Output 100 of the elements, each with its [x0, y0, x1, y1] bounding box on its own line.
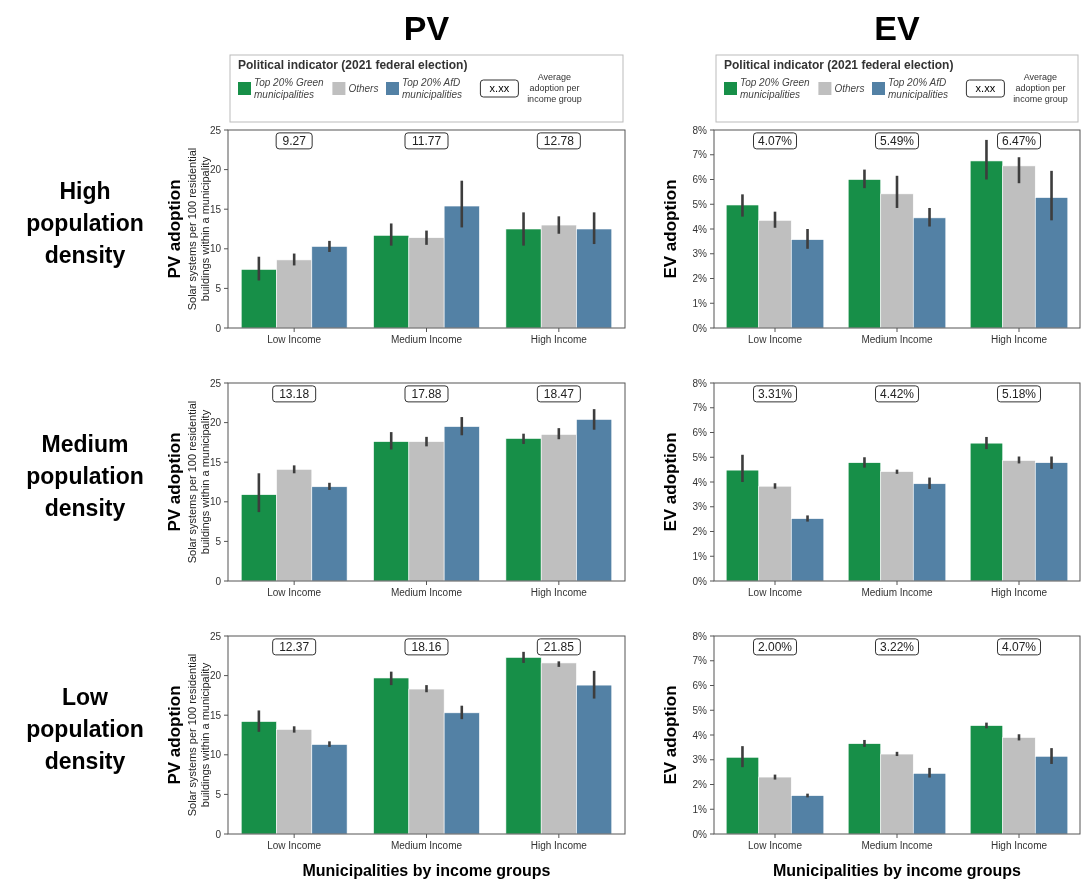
legend-label: Others: [348, 82, 379, 94]
x-axis-title: Municipalities by income groups: [302, 862, 551, 879]
x-tick-label: High Income: [990, 334, 1048, 345]
legend-title: Political indicator (2021 federal election): [238, 58, 468, 72]
annotation: 11.77: [411, 134, 442, 149]
chart-title: PV: [403, 9, 450, 47]
x-tick-label: High Income: [530, 334, 588, 345]
legend-label: Top 20% AfD municipalities: [888, 76, 949, 100]
y-tick-label: 3%: [692, 248, 708, 260]
y-tick-label: 25: [209, 377, 222, 389]
y-tick-label: 15: [209, 203, 222, 215]
y-tick-label: 25: [209, 124, 222, 136]
y-tick-label: 3%: [692, 501, 708, 513]
y-tick-label: 6%: [692, 174, 708, 185]
y-tick-label: 8%: [692, 630, 708, 642]
x-tick-label: Low Income: [267, 587, 322, 598]
annotation: 4.42%: [879, 387, 915, 402]
y-tick-label: 1%: [692, 803, 708, 815]
x-tick-label: Medium Income: [390, 334, 463, 345]
y-tick-label: 5: [215, 282, 222, 294]
y-tick-label: 4%: [692, 223, 708, 235]
x-tick-label: Medium Income: [861, 840, 934, 851]
annotation: 18.47: [543, 387, 575, 402]
y-axis-title: PV adoption Solar systems per 100 residential buildings within a municipality: [165, 653, 211, 817]
legend-label: Top 20% Green municipalities: [254, 76, 325, 100]
y-tick-label: 10: [209, 496, 222, 508]
y-tick-label: 5%: [692, 451, 708, 463]
y-tick-label: 5: [215, 535, 222, 547]
y-axis-title: EV adoption: [661, 432, 680, 532]
y-tick-label: 2%: [692, 526, 708, 537]
y-tick-label: 1%: [692, 550, 708, 562]
y-tick-label: 8%: [692, 377, 708, 389]
annotation: 6.47%: [1001, 134, 1037, 149]
x-tick-label: High Income: [990, 587, 1048, 598]
y-axis-title: EV adoption: [661, 179, 680, 279]
text: x.xx: [489, 82, 510, 95]
y-tick-label: 6%: [692, 680, 708, 691]
legend-label: Top 20% Green municipalities: [740, 76, 811, 100]
y-tick-label: 7%: [692, 402, 708, 414]
y-tick-label: 5%: [692, 704, 708, 716]
annotation: 5.49%: [879, 134, 915, 149]
x-tick-label: High Income: [990, 840, 1048, 851]
y-tick-label: 15: [209, 709, 222, 721]
legend-label: Others: [834, 82, 865, 94]
annotation: 3.31%: [757, 387, 793, 402]
y-tick-label: 0: [215, 322, 222, 334]
y-tick-label: 0%: [692, 322, 708, 334]
x-tick-label: Medium Income: [390, 840, 463, 851]
annotation: 5.18%: [1001, 387, 1037, 402]
y-axis-title: PV adoption Solar systems per 100 residential buildings within a municipality: [165, 147, 211, 311]
text: Average adoption per income group: [1013, 72, 1068, 104]
annotation: 12.37: [279, 640, 310, 655]
text: x.xx: [975, 82, 996, 95]
y-tick-label: 0%: [692, 828, 708, 840]
annotation: 21.85: [543, 640, 575, 655]
y-tick-label: 5%: [692, 198, 708, 210]
y-tick-label: 4%: [692, 729, 708, 741]
y-tick-label: 6%: [692, 427, 708, 438]
y-tick-label: 0%: [692, 575, 708, 587]
x-axis-title: Municipalities by income groups: [772, 862, 1022, 879]
y-axis-title: PV adoption Solar systems per 100 residential buildings within a municipality: [165, 400, 211, 564]
x-tick-label: Low Income: [748, 840, 803, 851]
y-tick-label: 5: [215, 788, 222, 800]
annotation: 18.16: [411, 640, 442, 655]
legend-label: Top 20% AfD municipalities: [402, 76, 463, 100]
y-tick-label: 20: [209, 164, 222, 176]
text: Medium population density: [26, 431, 144, 521]
y-tick-label: 10: [209, 243, 222, 255]
x-tick-label: Low Income: [267, 334, 322, 345]
text: Low population density: [26, 684, 144, 774]
x-tick-label: High Income: [530, 840, 588, 851]
x-tick-label: Low Income: [748, 587, 803, 598]
y-axis-title: EV adoption: [661, 685, 680, 785]
text: High population density: [26, 178, 144, 268]
x-tick-label: Medium Income: [390, 587, 463, 598]
annotation: 4.07%: [757, 134, 793, 149]
y-tick-label: 0: [215, 828, 222, 840]
annotation: 4.07%: [1001, 640, 1037, 655]
y-tick-label: 25: [209, 630, 222, 642]
annotation: 13.18: [279, 387, 310, 402]
y-tick-label: 1%: [692, 297, 708, 309]
y-tick-label: 10: [209, 749, 222, 761]
y-tick-label: 2%: [692, 273, 708, 284]
y-tick-label: 3%: [692, 754, 708, 766]
x-tick-label: Low Income: [748, 334, 803, 345]
text: Average adoption per income group: [527, 72, 582, 104]
y-tick-label: 7%: [692, 149, 708, 161]
annotation: 3.22%: [879, 640, 915, 655]
y-tick-label: 0: [215, 575, 222, 587]
x-tick-label: Low Income: [267, 840, 322, 851]
annotation: 17.88: [411, 387, 442, 402]
y-tick-label: 8%: [692, 124, 708, 136]
x-tick-label: High Income: [530, 587, 588, 598]
y-tick-label: 20: [209, 417, 222, 429]
annotation: 2.00%: [757, 640, 793, 655]
x-tick-label: Medium Income: [861, 587, 934, 598]
chart-title: EV: [874, 9, 920, 47]
legend-title: Political indicator (2021 federal election): [724, 58, 954, 72]
y-tick-label: 15: [209, 456, 222, 468]
annotation: 9.27: [282, 134, 307, 149]
